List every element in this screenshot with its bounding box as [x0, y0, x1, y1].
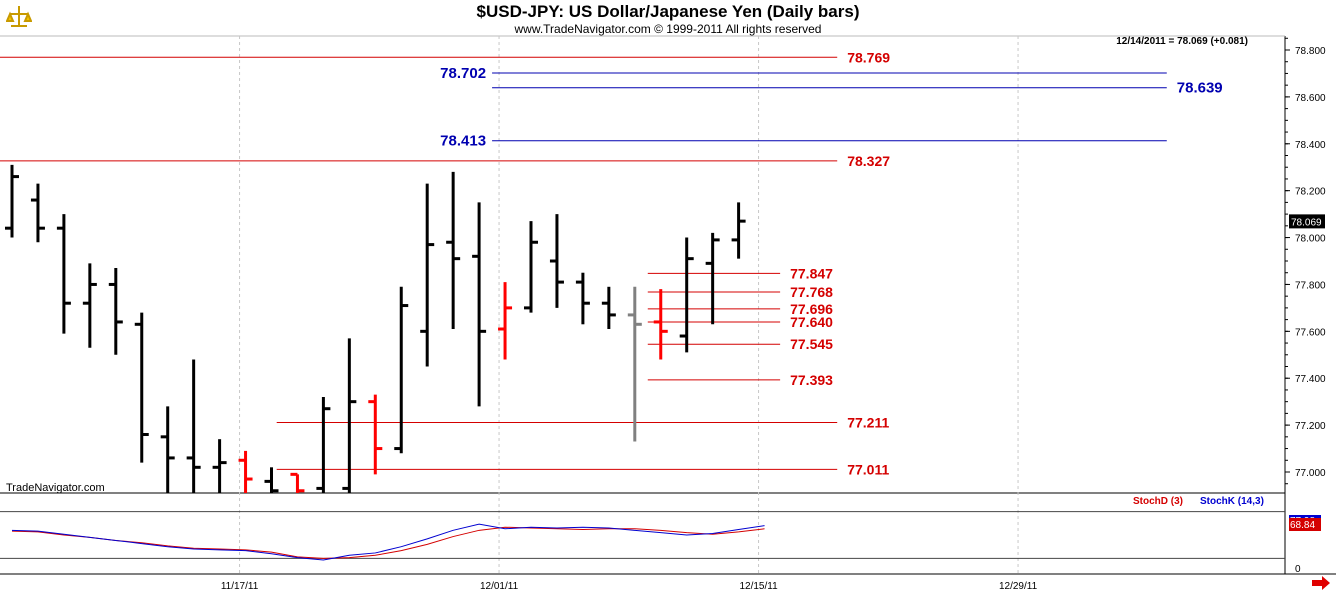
y-tick-label: 77.400: [1295, 374, 1326, 385]
level-label: 78.413: [440, 133, 486, 150]
level-label: 78.702: [440, 65, 486, 82]
stoch-y-tick-label: 0: [1295, 564, 1301, 575]
level-label: 77.393: [790, 372, 833, 388]
level-label: 78.769: [847, 49, 890, 65]
y-tick-label: 78.800: [1295, 46, 1326, 57]
x-tick-label: 12/01/11: [480, 581, 519, 592]
trade-navigator-logo-icon: [6, 4, 32, 30]
chart-title: $USD-JPY: US Dollar/Japanese Yen (Daily …: [476, 2, 860, 21]
stoch-series-line: [11, 523, 765, 561]
last-price-label: 78.069: [1291, 217, 1322, 228]
level-label: 77.640: [790, 314, 833, 330]
brand-watermark: TradeNavigator.com: [6, 482, 105, 494]
y-tick-label: 77.600: [1295, 327, 1326, 338]
y-tick-label: 78.400: [1295, 140, 1326, 151]
stochd-value-box: [1289, 518, 1321, 531]
level-label: 77.696: [790, 301, 833, 317]
level-label: 77.545: [790, 336, 833, 352]
last-price-box: [1289, 214, 1325, 229]
y-tick-label: 77.200: [1295, 421, 1326, 432]
level-label: 78.327: [847, 153, 890, 169]
y-tick-label: 78.200: [1295, 187, 1326, 198]
last-quote: 12/14/2011 = 78.069 (+0.081): [1116, 36, 1248, 47]
y-tick-label: 78.000: [1295, 234, 1326, 245]
legend-stochd: StochD (3): [1133, 496, 1183, 507]
y-tick-label: 77.000: [1295, 468, 1326, 479]
scroll-right-arrow-icon: [1312, 576, 1330, 590]
stochd-value-label: 68.84: [1290, 520, 1315, 531]
chart-subtitle: www.TradeNavigator.com © 1999-2011 All r…: [514, 22, 822, 36]
level-label: 77.011: [847, 461, 889, 477]
level-label: 78.639: [1177, 80, 1223, 97]
x-tick-label: 12/29/11: [999, 581, 1038, 592]
level-label: 77.211: [847, 415, 889, 431]
level-label: 77.768: [790, 284, 833, 300]
stoch-series-line: [11, 526, 765, 559]
x-tick-label: 12/15/11: [739, 581, 778, 592]
y-tick-label: 77.800: [1295, 280, 1326, 291]
legend-stochk: StochK (14,3): [1200, 496, 1264, 507]
x-tick-label: 11/17/11: [221, 581, 259, 592]
y-tick-label: 78.600: [1295, 93, 1326, 104]
level-label: 77.847: [790, 265, 833, 281]
